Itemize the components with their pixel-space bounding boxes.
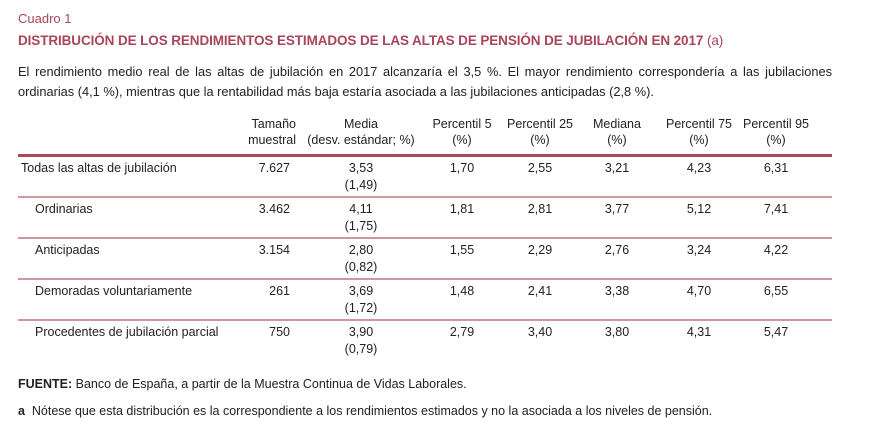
cell-percentile-5: 1,81 (422, 197, 502, 239)
std-dev-value: (0,79) (344, 342, 378, 356)
cell-median: 3,80 (604, 325, 630, 339)
header-line1: Percentil 95 (742, 117, 809, 131)
source-text: Banco de España, a partir de la Muestra … (72, 377, 467, 391)
cell-percentile-25: 2,41 (502, 279, 578, 321)
cell-percentile-95: 7,41 (742, 197, 810, 239)
row-label: Anticipadas (18, 238, 240, 280)
header-line1: Media (343, 117, 379, 131)
cell-spacer (810, 238, 832, 280)
cell-mean: 2,80 (0,82) (300, 238, 422, 280)
cell-mean: 4,11 (1,75) (300, 197, 422, 239)
cell-spacer (810, 197, 832, 239)
cell-sample-size: 3.154 (240, 238, 300, 280)
cell-mean: 3,69 (1,72) (300, 279, 422, 321)
header-line2: (%) (530, 133, 550, 147)
cell-percentile-25: 2,81 (502, 197, 578, 239)
footnote-label: a (18, 404, 25, 418)
header-row: Tamaño muestral Media (desv. estándar; %) Pe… (18, 116, 832, 157)
intro-paragraph: El rendimiento medio real de las altas d… (18, 64, 832, 99)
row-label: Todas las altas de jubilación (18, 155, 240, 198)
source-note: FUENTE: Banco de España, a partir de la … (18, 377, 467, 392)
table-title: DISTRIBUCIÓN DE LOS RENDIMIENTOS ESTIMAD… (18, 33, 723, 48)
cell-spacer (810, 320, 832, 360)
mean-value: 3,53 (348, 161, 374, 175)
cell-spacer (810, 279, 832, 321)
header-line1: Percentil 5 (432, 117, 492, 131)
table-row: Todas las altas de jubilación 7.627 3,53… (18, 155, 832, 198)
source-label: FUENTE: (18, 377, 73, 391)
table-row: Ordinarias 3.462 4,11 (1,75) 1,81 2,81 3,… (18, 197, 832, 239)
cell-mean: 3,53 (1,49) (300, 155, 422, 198)
header-percentile-5: Percentil 5 (%) (422, 116, 502, 157)
data-table: Tamaño muestral Media (desv. estándar; %) Pe… (18, 116, 832, 360)
cell-percentile-95: 6,55 (742, 279, 810, 321)
cell-median: 3,21 (578, 155, 656, 198)
row-label: Demoradas voluntariamente (18, 279, 240, 321)
cell-percentile-95: 5,47 (763, 325, 789, 339)
table-number: Cuadro 1 (18, 11, 72, 26)
header-percentile-75: Percentil 75 (%) (656, 116, 742, 157)
cell-percentile-25: 3,40 (527, 325, 553, 339)
cell-mean: 3,90 (0,79) (300, 320, 422, 360)
row-label: Procedentes de jubilación parcial (35, 325, 219, 339)
cell-percentile-5: 1,48 (422, 279, 502, 321)
header-line2: (%) (452, 133, 472, 147)
std-dev-value: (1,49) (344, 178, 378, 192)
header-line1: Tamaño (251, 117, 296, 131)
cell-sample-size: 7.627 (240, 155, 300, 198)
table-row: Demoradas voluntariamente 261 3,69 (1,72)… (18, 279, 832, 321)
cell-sample-size: 750 (269, 325, 290, 339)
cell-percentile-5: 1,70 (422, 155, 502, 198)
cell-percentile-75: 5,12 (656, 197, 742, 239)
table-row: Anticipadas 3.154 2,80 (0,82) 1,55 2,29 2… (18, 238, 832, 280)
footnote-text: Nótese que esta distribución es la corre… (24, 404, 713, 418)
cell-percentile-75: 3,24 (656, 238, 742, 280)
header-line2: (%) (689, 133, 709, 147)
std-dev-value: (1,75) (344, 219, 378, 233)
cell-percentile-25: 2,29 (502, 238, 578, 280)
cell-percentile-95: 4,22 (742, 238, 810, 280)
cell-percentile-75: 4,70 (656, 279, 742, 321)
cell-percentile-25: 2,55 (502, 155, 578, 198)
cell-median: 3,38 (578, 279, 656, 321)
row-label: Ordinarias (18, 197, 240, 239)
header-mean: Media (desv. estándar; %) (300, 116, 422, 157)
header-percentile-95: Percentil 95 (%) (742, 116, 810, 157)
cell-percentile-75: 4,31 (686, 325, 712, 339)
mean-value: 4,11 (349, 202, 373, 216)
cell-median: 3,77 (578, 197, 656, 239)
header-percentile-25: Percentil 25 (%) (502, 116, 578, 157)
header-spacer (810, 116, 832, 157)
title-footnote-ref: (a) (703, 33, 724, 48)
header-line1: Percentil 75 (665, 117, 732, 131)
cell-percentile-5: 2,79 (449, 325, 475, 339)
header-median: Mediana (%) (578, 116, 656, 157)
std-dev-value: (0,82) (344, 260, 378, 274)
cell-sample-size: 3.462 (240, 197, 300, 239)
cell-spacer (810, 155, 832, 198)
header-line2: (desv. estándar; %) (307, 133, 415, 147)
header-line2: (%) (607, 133, 627, 147)
cell-percentile-5: 1,55 (422, 238, 502, 280)
cell-sample-size: 261 (240, 279, 300, 321)
table-row: Procedentes de jubilación parcial 750 3,… (18, 320, 832, 360)
title-text: DISTRIBUCIÓN DE LOS RENDIMIENTOS ESTIMAD… (18, 33, 704, 48)
cell-percentile-95: 6,31 (742, 155, 810, 198)
header-line1: Percentil 25 (506, 117, 573, 131)
header-line1: Mediana (593, 117, 641, 131)
header-sample-size: Tamaño muestral (240, 116, 300, 157)
header-blank (18, 116, 240, 157)
mean-value: 2,80 (348, 243, 374, 257)
cell-median: 2,76 (578, 238, 656, 280)
header-line2: muestral (248, 133, 296, 147)
header-line2: (%) (766, 133, 786, 147)
footnote: a Nótese que esta distribución es la cor… (18, 404, 712, 419)
mean-value: 3,90 (348, 325, 374, 339)
mean-value: 3,69 (348, 284, 374, 298)
std-dev-value: (1,72) (344, 301, 378, 315)
cell-percentile-75: 4,23 (656, 155, 742, 198)
